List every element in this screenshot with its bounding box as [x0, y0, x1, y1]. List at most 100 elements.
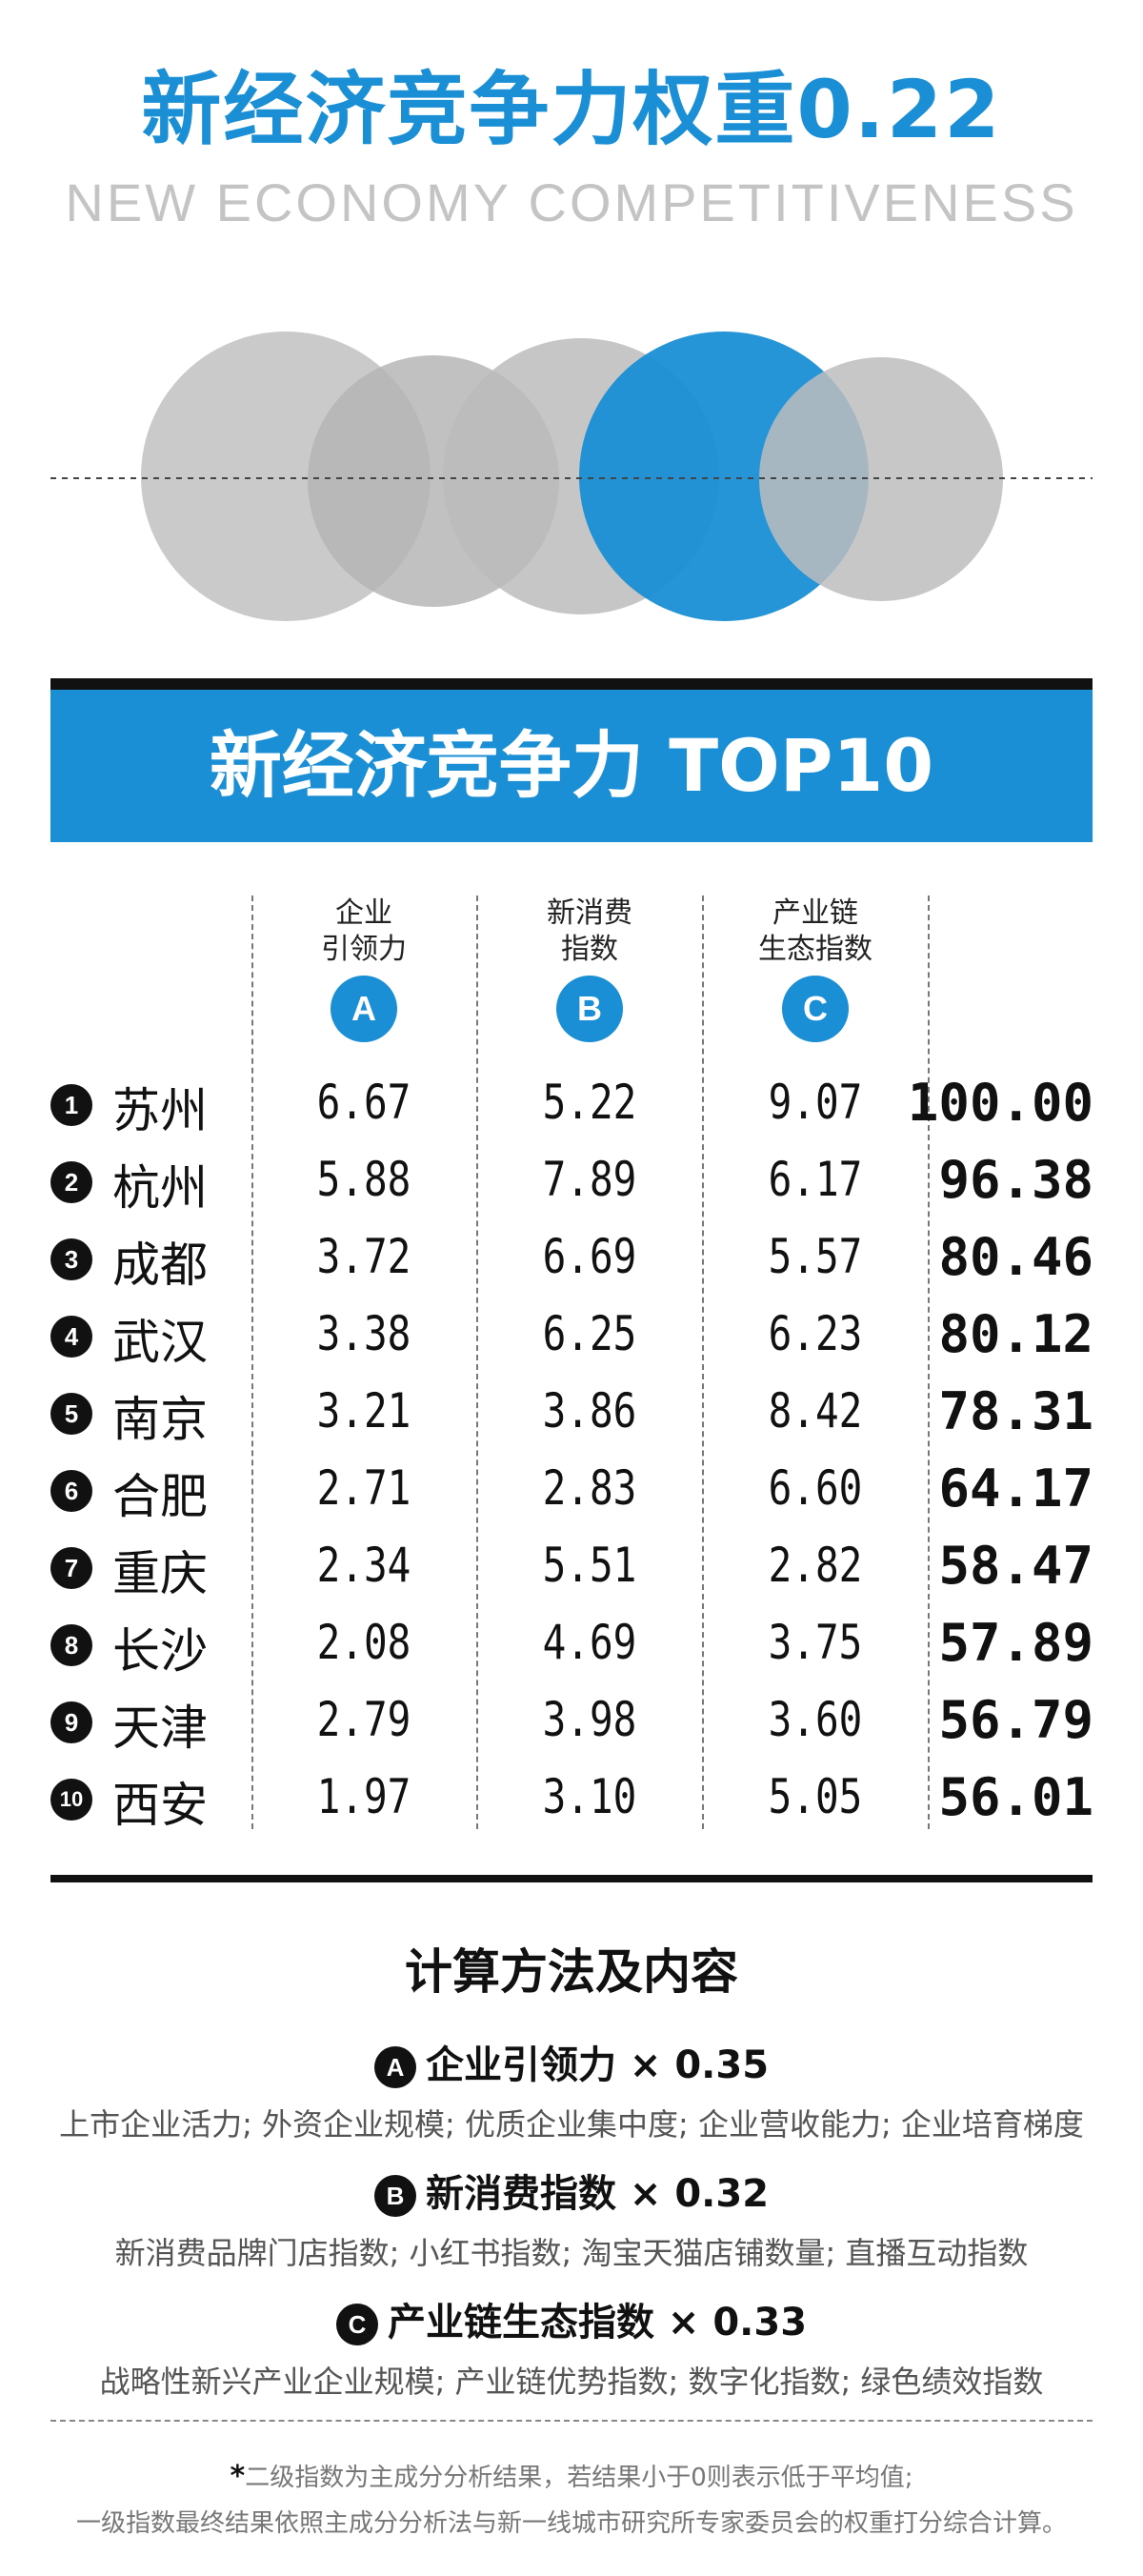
banner-top-rule: [50, 678, 1093, 690]
column-header-b-line1: 新消费: [547, 896, 632, 930]
method-item-a-label: 企业引领力 × 0.35: [425, 2043, 770, 2087]
method-item-c-label: 产业链生态指数 × 0.33: [387, 2301, 808, 2345]
circle-4: [759, 357, 1003, 601]
table-row: 3 成都 3.72 6.69 5.57 80.46: [0, 1221, 1143, 1298]
city-name: 南京: [112, 1392, 208, 1447]
city-name: 合肥: [112, 1469, 208, 1524]
ranking-banner: 新经济竞争力 TOP10: [50, 690, 1093, 842]
method-item-b-head: B 新消费指数 × 0.32: [0, 2163, 1143, 2218]
method-title: 计算方法及内容: [405, 1944, 738, 2000]
score-b: 7.89: [542, 1152, 637, 1207]
footnote-line-1: *二级指数为主成分分析结果，若结果小于0则表示低于平均值;: [0, 2458, 1143, 2493]
score-c: 8.42: [768, 1383, 863, 1439]
total-score: 96.38: [938, 1150, 1093, 1210]
score-a: 2.08: [316, 1615, 411, 1670]
city-name: 杭州: [112, 1160, 208, 1216]
page-title: 新经济竞争力权重0.22: [141, 63, 1002, 156]
city-name: 长沙: [112, 1623, 208, 1679]
total-score: 78.31: [938, 1381, 1093, 1441]
score-c: 5.57: [768, 1229, 863, 1284]
score-a: 6.67: [316, 1075, 411, 1130]
column-divider: [251, 896, 253, 1829]
method-item-b-desc: 新消费品牌门店指数; 小红书指数; 淘宝天猫店铺数量; 直播互动指数: [114, 2235, 1029, 2271]
decorative-circles: [50, 332, 1093, 621]
rank-badge: 9: [50, 1701, 92, 1743]
city-name: 重庆: [112, 1546, 208, 1601]
column-header-c-line2: 生态指数: [758, 933, 872, 966]
method-badge-b: B: [373, 2175, 416, 2217]
table-row: 6 合肥 2.71 2.83 6.60 64.17: [0, 1453, 1143, 1529]
score-b: 3.10: [542, 1769, 637, 1824]
score-c: 3.75: [768, 1615, 863, 1670]
score-a: 5.88: [316, 1152, 411, 1207]
column-divider: [702, 896, 704, 1829]
city-name: 苏州: [112, 1083, 208, 1138]
column-header-b-line2: 指数: [561, 933, 618, 966]
score-c: 2.82: [768, 1538, 863, 1593]
score-a: 3.21: [316, 1383, 411, 1439]
table-row: 8 长沙 2.08 4.69 3.75 57.89: [0, 1607, 1143, 1683]
column-header-c: 产业链 生态指数: [720, 896, 911, 968]
score-c: 9.07: [768, 1075, 863, 1130]
score-a: 1.97: [316, 1769, 411, 1824]
score-c: 6.23: [768, 1306, 863, 1361]
total-score: 64.17: [938, 1459, 1093, 1519]
rank-badge: 6: [50, 1470, 92, 1512]
total-score: 58.47: [938, 1536, 1093, 1596]
column-header-a-line1: 企业: [335, 896, 392, 930]
column-header-a-line2: 引领力: [321, 933, 407, 966]
rank-badge: 10: [50, 1779, 92, 1821]
rank-badge: 1: [50, 1084, 92, 1126]
city-name: 天津: [112, 1701, 208, 1756]
score-b: 2.83: [542, 1460, 637, 1516]
rank-badge: 5: [50, 1393, 92, 1435]
method-badge-c: C: [335, 2304, 378, 2345]
column-divider: [928, 896, 930, 1829]
score-b: 5.51: [542, 1538, 637, 1593]
total-score: 100.00: [907, 1073, 1093, 1133]
city-name: 武汉: [112, 1315, 208, 1370]
method-badge-a: A: [373, 2046, 416, 2088]
score-b: 6.69: [542, 1229, 637, 1284]
score-c: 5.05: [768, 1769, 863, 1824]
table-row: 7 重庆 2.34 5.51 2.82 58.47: [0, 1530, 1143, 1606]
table-row: 4 武汉 3.38 6.25 6.23 80.12: [0, 1298, 1143, 1375]
table-bottom-rule: [50, 1875, 1093, 1882]
score-a: 2.79: [316, 1692, 411, 1747]
rank-badge: 2: [50, 1161, 92, 1203]
score-c: 6.60: [768, 1460, 863, 1516]
table-row: 9 天津 2.79 3.98 3.60 56.79: [0, 1684, 1143, 1761]
score-b: 3.98: [542, 1692, 637, 1747]
score-c: 3.60: [768, 1692, 863, 1747]
column-header-c-line1: 产业链: [772, 896, 858, 930]
table-row: 10 西安 1.97 3.10 5.05 56.01: [0, 1761, 1143, 1838]
column-badge-c: C: [782, 976, 849, 1042]
city-name: 成都: [112, 1238, 208, 1293]
column-header-a: 企业 引领力: [269, 896, 459, 968]
total-score: 80.46: [938, 1227, 1093, 1287]
score-b: 3.86: [542, 1383, 637, 1439]
notes-separator: [50, 2420, 1093, 2422]
column-badge-b: B: [556, 976, 623, 1042]
total-score: 57.89: [938, 1613, 1093, 1673]
footnote-line-2: 一级指数最终结果依照主成分分析法与新一线城市研究所专家委员会的权重打分综合计算。: [75, 2509, 1067, 2538]
total-score: 56.01: [938, 1767, 1093, 1827]
method-item-c-desc: 战略性新兴产业企业规模; 产业链优势指数; 数字化指数; 绿色绩效指数: [99, 2364, 1044, 2400]
method-item-c-head: C 产业链生态指数 × 0.33: [0, 2291, 1143, 2346]
column-divider: [476, 896, 478, 1829]
score-b: 5.22: [542, 1075, 637, 1130]
total-score: 80.12: [938, 1304, 1093, 1364]
column-header-b: 新消费 指数: [494, 896, 685, 968]
column-badge-a: A: [331, 976, 397, 1042]
method-item-a-head: A 企业引领力 × 0.35: [0, 2034, 1143, 2089]
table-row: 5 南京 3.21 3.86 8.42 78.31: [0, 1376, 1143, 1452]
score-a: 3.38: [316, 1306, 411, 1361]
rank-badge: 3: [50, 1238, 92, 1280]
footnote-star: *: [230, 2460, 246, 2493]
method-item-b-label: 新消费指数 × 0.32: [425, 2172, 770, 2216]
score-b: 4.69: [542, 1615, 637, 1670]
rank-badge: 7: [50, 1547, 92, 1589]
score-a: 2.34: [316, 1538, 411, 1593]
score-b: 6.25: [542, 1306, 637, 1361]
score-c: 6.17: [768, 1152, 863, 1207]
